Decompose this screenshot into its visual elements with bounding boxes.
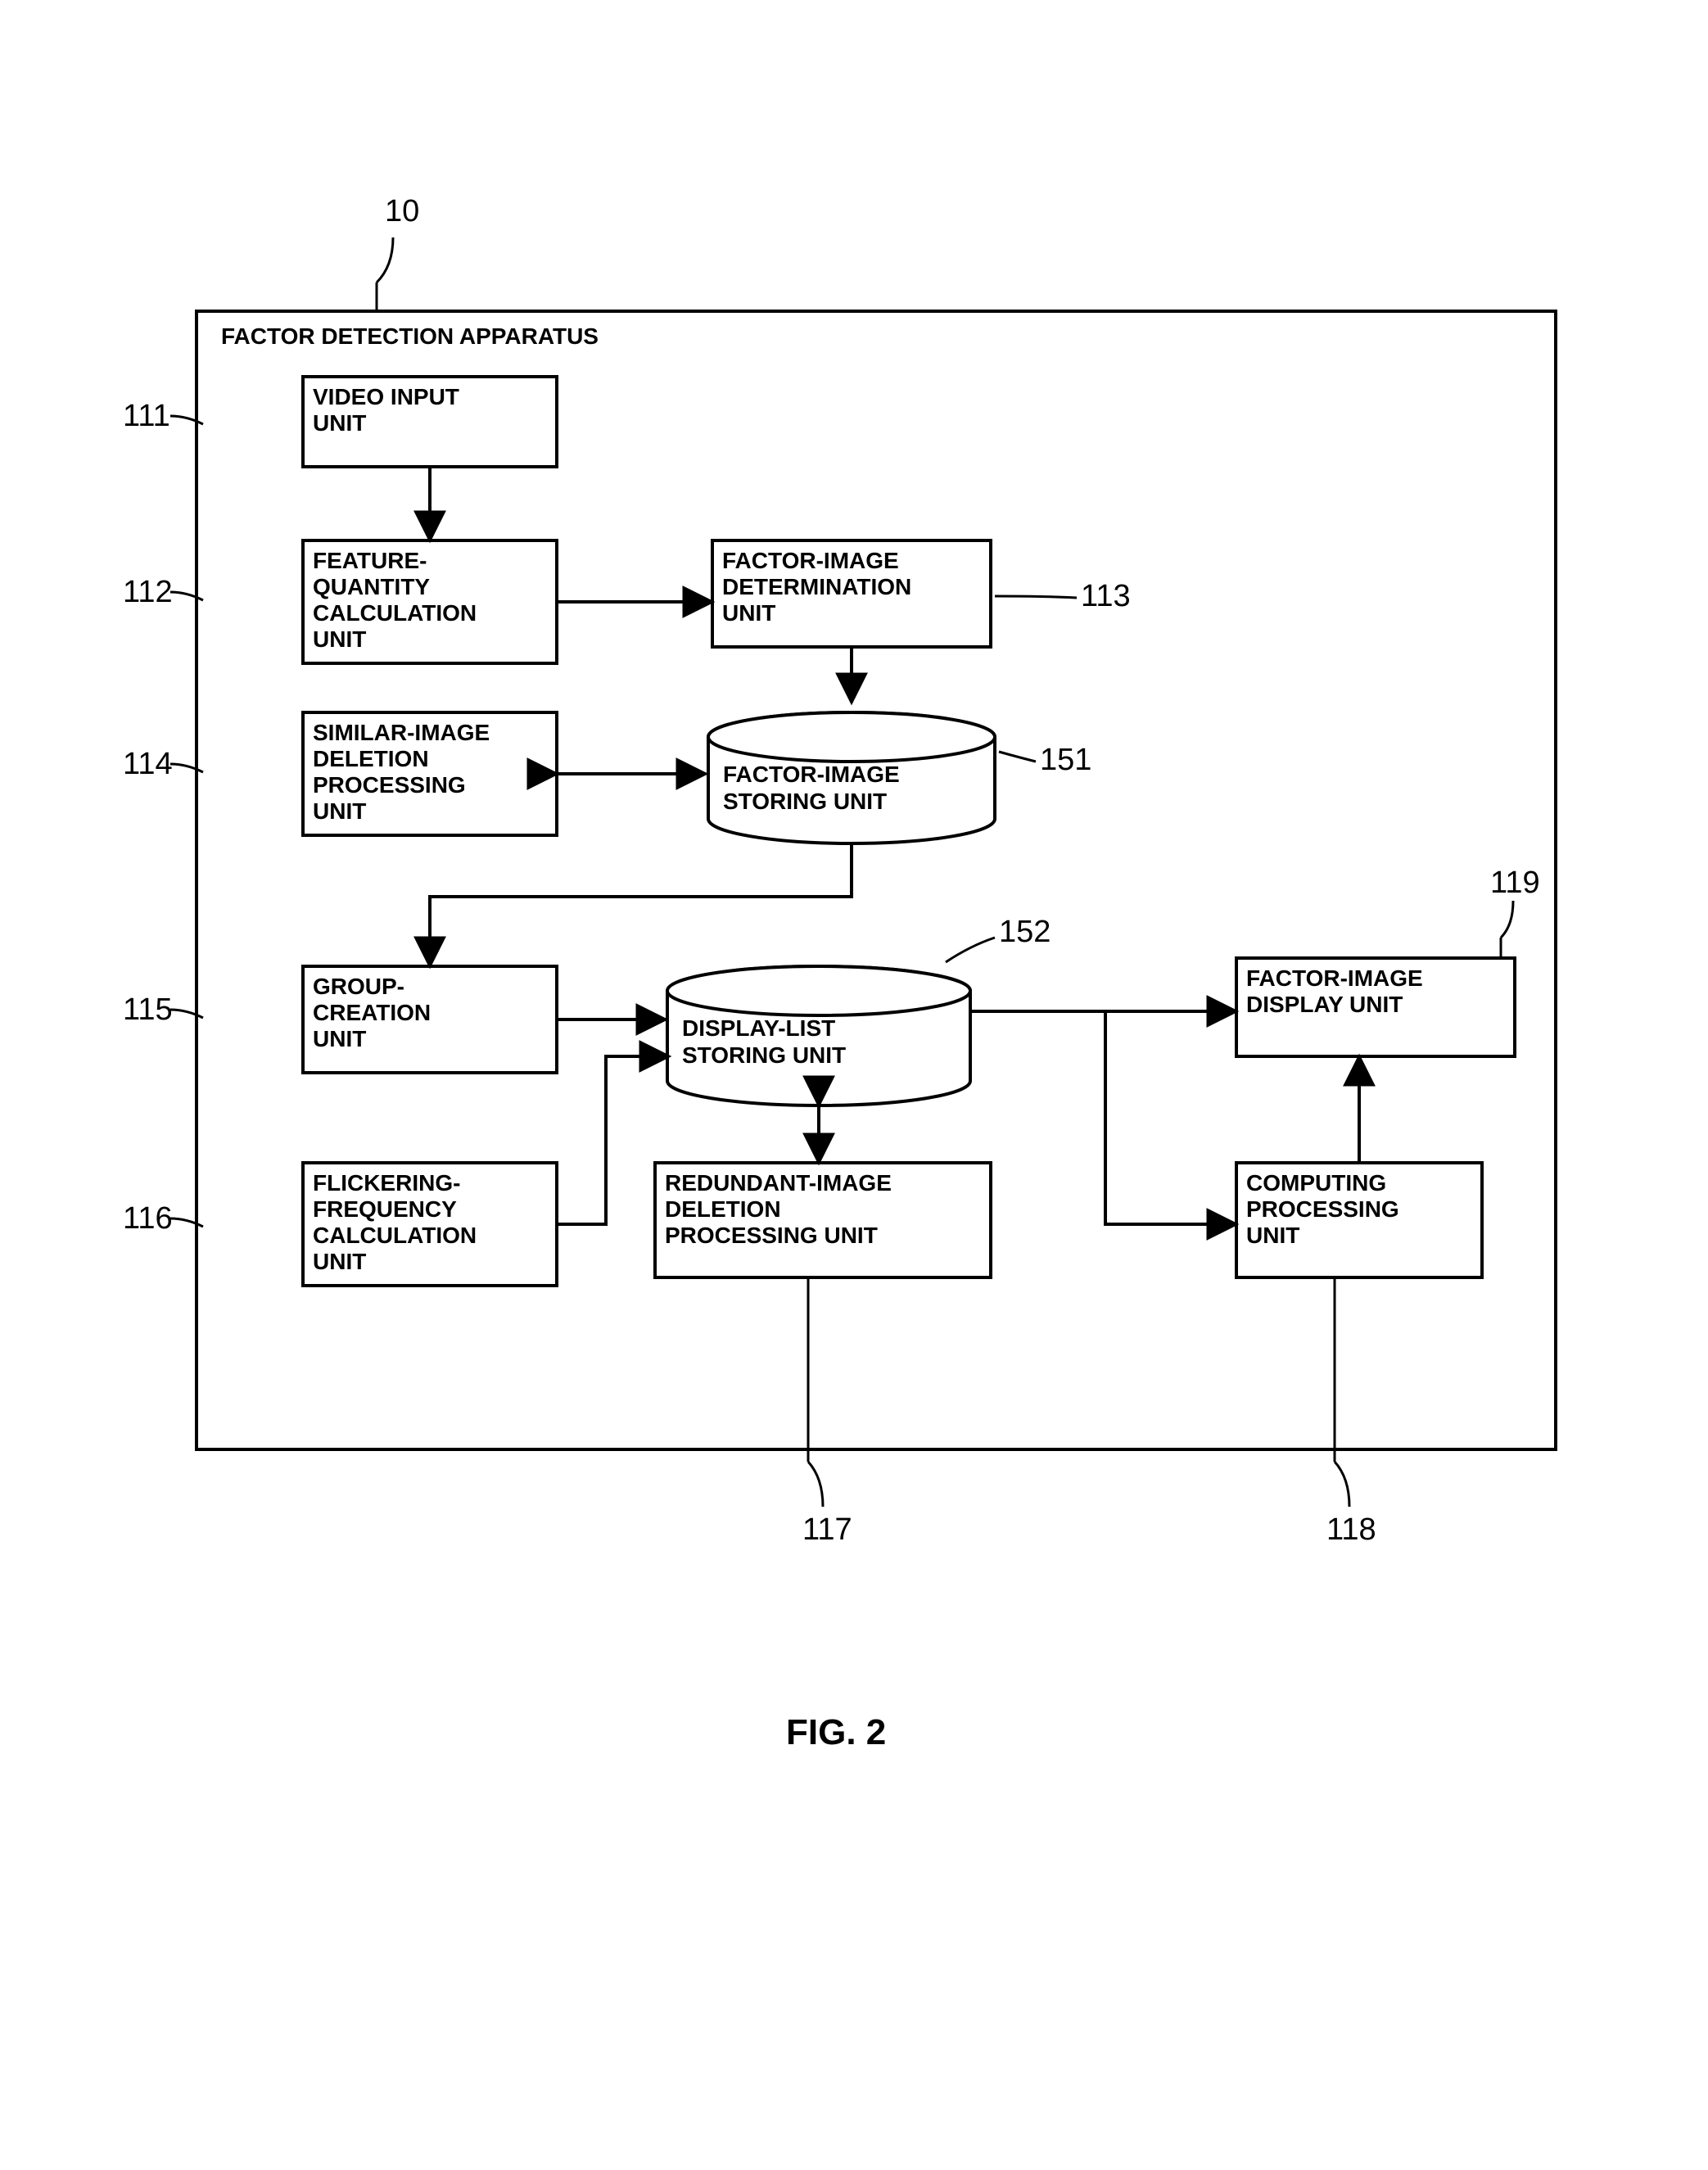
n117: REDUNDANT-IMAGEDELETIONPROCESSING UNIT <box>655 1163 991 1277</box>
svg-text:VIDEO INPUT: VIDEO INPUT <box>313 384 459 409</box>
ref-152: 152 <box>999 915 1051 949</box>
svg-text:UNIT: UNIT <box>313 1026 366 1051</box>
n116: FLICKERING-FREQUENCYCALCULATIONUNIT <box>303 1163 557 1286</box>
svg-text:REDUNDANT-IMAGE: REDUNDANT-IMAGE <box>665 1170 892 1196</box>
svg-text:UNIT: UNIT <box>313 626 366 652</box>
svg-text:STORING UNIT: STORING UNIT <box>723 789 887 814</box>
svg-text:FACTOR-IMAGE: FACTOR-IMAGE <box>723 762 900 787</box>
svg-text:DELETION: DELETION <box>665 1196 781 1222</box>
svg-text:112: 112 <box>123 575 173 609</box>
c152: DISPLAY-LISTSTORING UNIT <box>667 966 970 1105</box>
svg-text:PROCESSING: PROCESSING <box>313 772 466 798</box>
svg-text:DETERMINATION: DETERMINATION <box>722 574 911 599</box>
n112: FEATURE-QUANTITYCALCULATIONUNIT <box>303 540 557 663</box>
ref-151: 151 <box>1040 743 1091 777</box>
svg-text:SIMILAR-IMAGE: SIMILAR-IMAGE <box>313 720 490 745</box>
container-title: FACTOR DETECTION APPARATUS <box>221 323 599 349</box>
n119: FACTOR-IMAGEDISPLAY UNIT <box>1236 958 1515 1056</box>
svg-text:FACTOR-IMAGE: FACTOR-IMAGE <box>1246 965 1423 991</box>
ref-117: 117 <box>802 1512 852 1547</box>
svg-text:114: 114 <box>123 747 173 781</box>
svg-text:PROCESSING UNIT: PROCESSING UNIT <box>665 1223 878 1248</box>
svg-text:FACTOR-IMAGE: FACTOR-IMAGE <box>722 548 899 573</box>
diagram-canvas: 10 FACTOR DETECTION APPARATUS VIDEO INPU… <box>0 0 1708 2170</box>
svg-text:UNIT: UNIT <box>313 798 366 824</box>
figure-caption: FIG. 2 <box>786 1712 886 1752</box>
svg-text:111: 111 <box>123 399 170 433</box>
n113: FACTOR-IMAGEDETERMINATIONUNIT <box>712 540 991 647</box>
svg-text:116: 116 <box>123 1201 173 1236</box>
n115: GROUP-CREATIONUNIT <box>303 966 557 1073</box>
svg-text:CALCULATION: CALCULATION <box>313 1223 477 1248</box>
svg-text:FREQUENCY: FREQUENCY <box>313 1196 457 1222</box>
svg-text:FEATURE-: FEATURE- <box>313 548 427 573</box>
ref-118: 118 <box>1326 1512 1376 1547</box>
svg-text:CREATION: CREATION <box>313 1000 431 1025</box>
svg-text:UNIT: UNIT <box>313 410 366 436</box>
n111: VIDEO INPUTUNIT <box>303 377 557 467</box>
svg-text:QUANTITY: QUANTITY <box>313 574 430 599</box>
svg-text:GROUP-: GROUP- <box>313 974 404 999</box>
c151: FACTOR-IMAGESTORING UNIT <box>708 712 995 843</box>
svg-text:COMPUTING: COMPUTING <box>1246 1170 1386 1196</box>
svg-text:CALCULATION: CALCULATION <box>313 600 477 626</box>
svg-text:DISPLAY UNIT: DISPLAY UNIT <box>1246 992 1403 1017</box>
svg-text:UNIT: UNIT <box>722 600 775 626</box>
n118: COMPUTINGPROCESSINGUNIT <box>1236 1163 1482 1277</box>
ref-113: 113 <box>1081 579 1131 613</box>
svg-text:115: 115 <box>123 992 173 1027</box>
svg-text:UNIT: UNIT <box>313 1249 366 1274</box>
ref-10: 10 <box>385 194 419 228</box>
svg-text:STORING UNIT: STORING UNIT <box>682 1042 846 1068</box>
n114: SIMILAR-IMAGEDELETIONPROCESSINGUNIT <box>303 712 557 835</box>
ref-119: 119 <box>1490 866 1540 900</box>
svg-text:DISPLAY-LIST: DISPLAY-LIST <box>682 1015 835 1041</box>
svg-text:UNIT: UNIT <box>1246 1223 1299 1248</box>
svg-text:DELETION: DELETION <box>313 746 429 771</box>
svg-text:PROCESSING: PROCESSING <box>1246 1196 1399 1222</box>
svg-text:FLICKERING-: FLICKERING- <box>313 1170 460 1196</box>
